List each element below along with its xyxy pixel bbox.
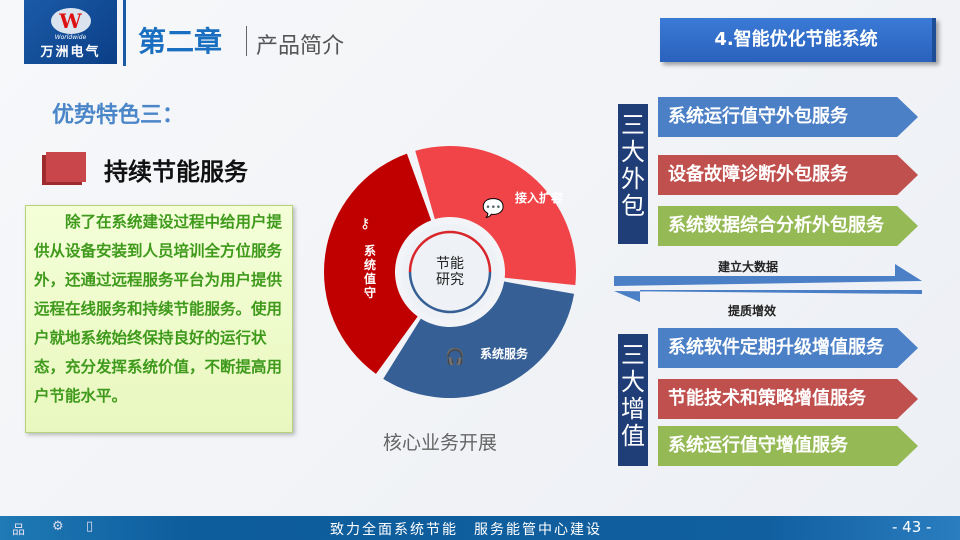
description-box: 除了在系统建设过程中给用户提供从设备安装到人员培训全方位服务外，还通过远程服务平…: [25, 205, 293, 433]
arrow-left: [614, 290, 922, 302]
advantage-heading: 优势特色三：: [52, 103, 185, 128]
donut-segment: [324, 153, 432, 374]
segment-label-vertical: 系统值守: [363, 244, 376, 300]
logo-cn: 万洲电气: [40, 45, 101, 60]
service-item: 节能技术和策略增值服务: [658, 379, 918, 419]
arrow-right: [614, 264, 922, 286]
donut-diagram: 接入扩容 💬 系统服务 🎧 ⚷: [324, 146, 576, 399]
key-icon: ⚷: [360, 216, 370, 232]
footer-slogan: 致力全面系统节能 服务能管中心建设: [330, 522, 602, 538]
divider: [246, 26, 247, 56]
center-ring-blue: [408, 271, 492, 314]
donut-center-label: 节能研究: [436, 256, 464, 288]
service-item: 系统数据综合分析外包服务: [658, 206, 918, 246]
section-banner: 4.智能优化节能系统: [660, 18, 936, 62]
logo-mark: W: [50, 8, 91, 34]
divider: [123, 0, 126, 66]
book-icon[interactable]: ▯: [86, 519, 94, 534]
donut-segment: [383, 281, 575, 399]
service-item: 系统软件定期升级增值服务: [658, 328, 918, 368]
page-number: - 43 -: [892, 518, 932, 536]
logo-en: Worldwide: [54, 34, 87, 41]
segment-label: 系统服务: [480, 346, 529, 361]
chat-icon: 💬: [482, 197, 504, 219]
donut-hole: [402, 224, 498, 320]
center-ring-red: [408, 230, 492, 273]
donut-caption: 核心业务开展: [383, 432, 498, 454]
company-logo: W Worldwide 万洲电气: [24, 0, 117, 64]
bidirectional-arrow: [614, 264, 922, 302]
service-item: 系统运行值守外包服务: [658, 97, 918, 137]
footer-bar: 品 ⚙ ▯ 致力全面系统节能 服务能管中心建设 - 43 -: [0, 516, 960, 540]
bullet-square: [46, 152, 86, 182]
group-label-value-added: 三大增值: [618, 334, 648, 466]
feature-title: 持续节能服务: [104, 158, 248, 186]
segment-label: 接入扩容: [515, 190, 563, 205]
flow-label-left: 提质增效: [728, 304, 777, 318]
flow-label-right: 建立大数据: [718, 260, 779, 274]
chapter-subtitle: 产品简介: [256, 34, 345, 59]
network-icon[interactable]: 品: [12, 523, 26, 538]
service-item: 系统运行值守增值服务: [658, 426, 918, 466]
headphones-icon: 🎧: [445, 347, 465, 366]
donut-segment: [415, 146, 576, 286]
gear-icon[interactable]: ⚙: [52, 519, 64, 534]
chapter-title: 第二章: [138, 25, 223, 58]
service-item: 设备故障诊断外包服务: [658, 155, 918, 195]
group-label-outsourcing: 三大外包: [618, 104, 648, 244]
